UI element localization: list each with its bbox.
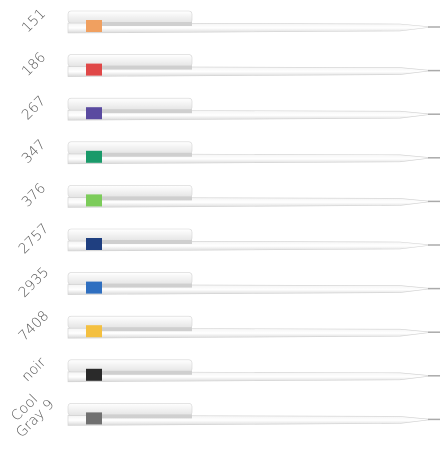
color-button [86,238,102,250]
pen: 2935 [16,264,440,301]
pen-label: 7408 [16,308,53,345]
pen: 151 [19,6,440,36]
pen: 7408 [16,308,440,345]
color-button [86,281,102,294]
pen-label: 2757 [16,221,53,258]
label-line: 151 [19,6,49,36]
clip-shadow [100,327,192,332]
label-line: 7408 [16,308,53,345]
clip-shadow [100,414,192,419]
pen-label: 376 [19,180,49,210]
pen-label: 347 [19,137,49,167]
pen-label: 186 [19,49,49,79]
pen-label: 2935 [16,264,53,301]
color-button [86,194,102,207]
clip-shadow [100,22,192,26]
color-button [86,107,102,120]
pen: noir [19,354,440,385]
pen-label: noir [19,354,50,385]
label-line: 347 [19,137,49,167]
clip-shadow [100,240,192,244]
label-line: 2935 [16,264,53,301]
label-line: 2757 [16,221,53,258]
pen: 376 [19,180,440,211]
pen-label: 267 [19,93,49,123]
color-button [86,63,102,76]
label-line: 267 [19,93,49,123]
pen: 186 [19,49,440,80]
color-button [86,20,102,32]
pen: 347 [19,137,440,167]
clip-shadow [100,65,192,70]
pen: 2757 [16,221,440,258]
pen-label: 151 [19,6,49,36]
color-button [86,412,102,425]
color-button [86,368,102,381]
label-line: 376 [19,180,49,210]
pen: 267 [19,93,440,123]
clip-shadow [100,283,192,288]
label-line: 186 [19,49,49,79]
color-button [86,325,102,338]
clip-shadow [100,109,192,114]
color-button [86,150,102,163]
clip-shadow [100,370,192,375]
label-line: noir [19,354,50,385]
clip-shadow [100,152,192,157]
clip-shadow [100,196,192,201]
